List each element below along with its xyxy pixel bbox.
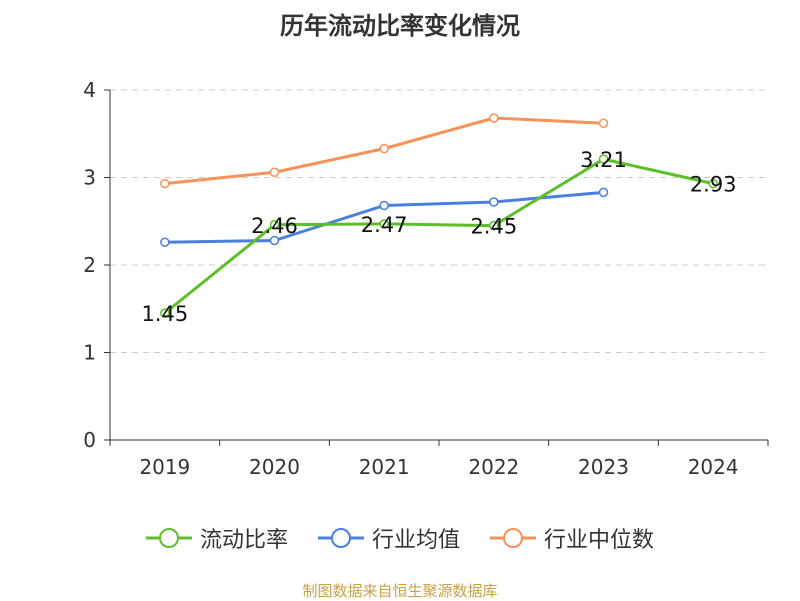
data-point [489, 113, 499, 123]
x-tick-label: 2021 [359, 455, 410, 479]
y-tick-label: 3 [83, 166, 96, 190]
x-tick-label: 2022 [468, 455, 519, 479]
x-tick-label: 2024 [688, 455, 739, 479]
data-point [708, 178, 718, 189]
data-point [269, 167, 280, 177]
series-line [163, 157, 714, 315]
data-label: 2.46 [251, 214, 298, 238]
data-label: 1.45 [141, 302, 188, 326]
legend-line-marker-icon [145, 528, 192, 548]
data-point [598, 154, 609, 164]
data-point [160, 237, 170, 247]
data-label: 3.21 [580, 148, 627, 172]
y-tick-label: 2 [83, 253, 96, 277]
legend-item-current-ratio[interactable]: 流动比率 [145, 522, 288, 554]
data-point [598, 187, 609, 198]
legend-label: 流动比率 [199, 528, 288, 553]
legend-label: 行业均值 [371, 528, 460, 553]
data-point [160, 308, 170, 318]
source-note: 制图数据来自恒生聚源数据库 [302, 582, 498, 600]
x-tick-label: 2023 [578, 455, 629, 479]
legend-label: 行业中位数 [544, 528, 655, 553]
data-point [160, 178, 170, 189]
y-tick-label: 0 [83, 428, 96, 452]
x-tick-label: 2020 [249, 455, 300, 479]
data-point [489, 220, 499, 231]
y-tick-label: 4 [83, 78, 96, 102]
chart-title: 历年流动比率变化情况 [280, 12, 520, 40]
legend-item-industry-mean[interactable]: 行业均值 [317, 522, 460, 554]
legend: 流动比率 行业均值 行业中位数 [0, 518, 800, 558]
y-tick-label: 1 [83, 341, 96, 365]
legend-line-marker-icon [317, 528, 364, 548]
data-point [489, 197, 499, 207]
data-label: 2.93 [690, 173, 737, 197]
data-point [379, 219, 389, 229]
data-point [269, 220, 280, 230]
legend-item-industry-median[interactable]: 行业中位数 [490, 522, 654, 554]
data-label: 2.45 [470, 215, 517, 239]
data-point [379, 200, 389, 211]
data-point [379, 143, 389, 154]
x-tick-label: 2019 [139, 455, 190, 479]
data-point [598, 118, 609, 128]
data-point [269, 235, 280, 246]
data-label: 2.47 [361, 213, 408, 237]
legend-line-marker-icon [490, 528, 536, 548]
